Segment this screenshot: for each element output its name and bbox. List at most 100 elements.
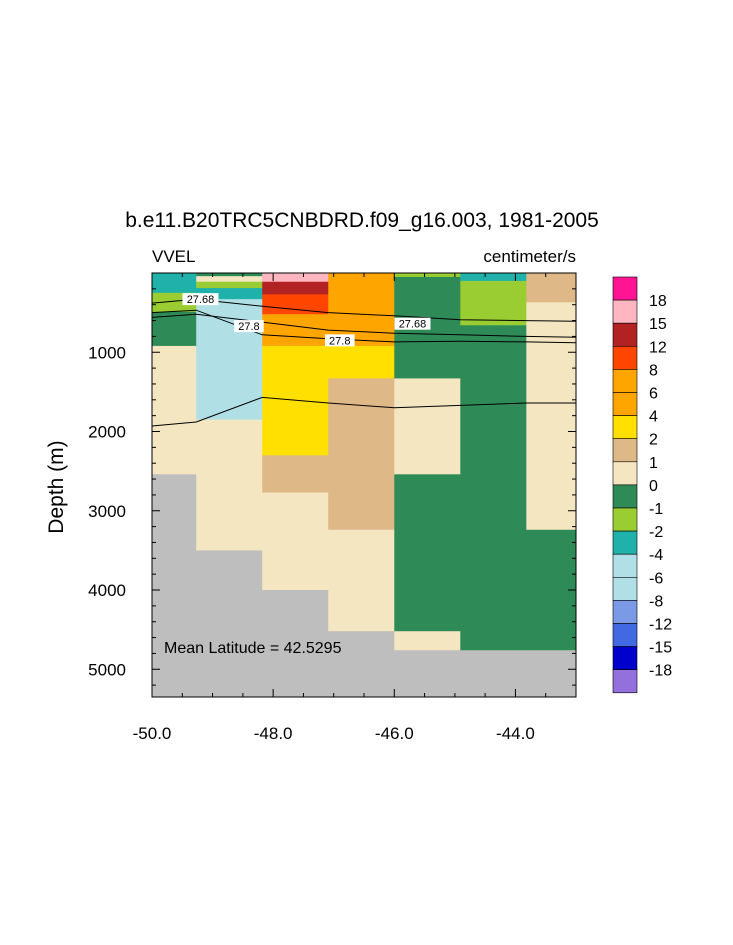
colorbar-label: 8 <box>649 362 658 379</box>
colorbar-swatch <box>612 623 638 647</box>
heat-cell <box>526 273 577 303</box>
contour-line <box>151 313 577 338</box>
heat-cell <box>196 299 263 421</box>
colorbar-swatch <box>612 600 638 624</box>
x-tick-label: -48.0 <box>254 724 293 743</box>
y-tick-label: 3000 <box>88 502 126 521</box>
heat-cell <box>328 273 395 347</box>
heat-cell <box>526 650 577 698</box>
x-tick-label: -44.0 <box>496 724 535 743</box>
contour-label-bg <box>234 320 264 333</box>
heat-cell <box>196 419 263 551</box>
heat-cell <box>152 311 197 347</box>
axes: -50.0 -48.0 -46.0 -44.0 1000 2000 3000 4000 5000 <box>88 272 577 743</box>
colorbar-label: 0 <box>649 478 658 495</box>
contour-label-bg <box>394 317 431 330</box>
colorbar-label: -6 <box>649 570 663 587</box>
heat-cell <box>328 345 395 379</box>
heat-cell <box>196 273 263 277</box>
y-tick-label: 5000 <box>88 660 126 679</box>
colorbar-label: 15 <box>649 316 667 333</box>
colorbar-label: -8 <box>649 593 663 610</box>
heat-cell <box>394 650 461 698</box>
heat-cell <box>262 273 329 283</box>
heat-cell <box>394 378 461 475</box>
colorbar-label: -18 <box>649 663 672 680</box>
colorbar-swatch <box>612 484 638 509</box>
contour-label-bg <box>324 334 355 347</box>
heat-cell <box>394 474 461 632</box>
colorbar-swatch <box>612 507 638 532</box>
contour-line <box>151 396 576 427</box>
heat-cell <box>460 280 527 326</box>
y-tick-label: 2000 <box>88 423 126 442</box>
contour-label: 27.68 <box>187 294 215 306</box>
colorbar-label: 12 <box>649 339 667 356</box>
colorbar-swatch <box>612 576 638 601</box>
heat-cell <box>196 288 263 300</box>
heat-cell <box>262 455 329 494</box>
colorbar: 18 15 12 8 6 4 2 1 0 -1 -2 -4 -6 -8 -12 -15 -18 <box>612 276 672 694</box>
colorbar-swatch <box>612 415 638 440</box>
heat-cell <box>152 292 197 300</box>
colorbar-label: -12 <box>649 617 672 634</box>
colorbar-label: 18 <box>649 293 667 310</box>
x-tick-label: -46.0 <box>375 724 414 743</box>
colorbar-swatch <box>612 322 638 347</box>
colorbar-label: -2 <box>649 524 663 541</box>
heat-cell <box>262 294 329 315</box>
heatmap-cells <box>152 273 577 698</box>
heat-cell <box>526 302 577 531</box>
colorbar-label: 4 <box>649 409 658 426</box>
chart-title: b.e11.B20TRC5CNBDRD.f09_g16.003, 1981-20… <box>125 209 599 232</box>
variable-subtitle: VVEL <box>152 247 195 266</box>
colorbar-swatch <box>612 530 638 555</box>
heat-cell <box>262 492 329 591</box>
heat-cell <box>262 314 329 347</box>
colorbar-swatch <box>612 461 638 486</box>
colorbar-swatch <box>612 369 638 393</box>
colorbar-label: 1 <box>649 455 658 472</box>
colorbar-swatch <box>612 392 638 416</box>
units-subtitle: centimeter/s <box>483 247 576 266</box>
heat-cell <box>460 273 527 282</box>
colorbar-label: -4 <box>649 547 663 564</box>
heat-cell <box>262 345 329 456</box>
colorbar-swatch <box>612 553 638 578</box>
contour-label: 27.8 <box>238 321 259 333</box>
heat-cell <box>328 631 395 698</box>
colorbar-swatch <box>612 345 638 370</box>
colorbar-label: 6 <box>649 386 658 403</box>
heat-cell <box>152 474 197 698</box>
contour-labels: 27.68 27.8 27.8 27.68 <box>182 293 431 347</box>
heat-cell <box>152 345 197 475</box>
colorbar-label: 2 <box>649 432 658 449</box>
contour-label: 27.8 <box>329 335 350 347</box>
contour-label: 27.68 <box>399 319 427 331</box>
heat-cell <box>152 273 197 276</box>
y-tick-label: 1000 <box>88 343 126 362</box>
heat-cell <box>394 273 461 278</box>
contour-line <box>151 309 577 344</box>
y-axis-label: Depth (m) <box>45 440 68 533</box>
colorbar-swatch <box>612 438 638 463</box>
heat-cell <box>196 281 263 289</box>
y-tick-label: 4000 <box>88 581 126 600</box>
colorbar-label: -15 <box>649 640 672 657</box>
heat-cell <box>152 274 197 294</box>
heat-cell <box>262 590 329 698</box>
heat-cell <box>262 281 329 295</box>
heat-cell <box>196 550 263 698</box>
heat-cell <box>328 378 395 531</box>
colorbar-label: -1 <box>649 501 663 518</box>
colorbar-swatch <box>612 646 638 670</box>
heat-cell <box>460 650 527 698</box>
mean-latitude-annotation: Mean Latitude = 42.5295 <box>164 640 342 657</box>
heat-cell <box>196 276 263 283</box>
colorbar-swatch <box>612 276 638 301</box>
heat-cell <box>460 325 527 651</box>
heat-cell <box>328 529 395 632</box>
x-tick-label: -50.0 <box>133 724 172 743</box>
contour-label-bg <box>182 293 219 306</box>
